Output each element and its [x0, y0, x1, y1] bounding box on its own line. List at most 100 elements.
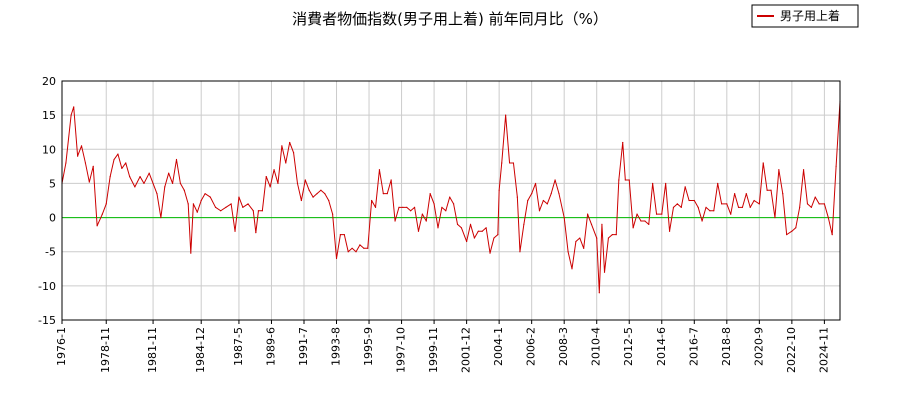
x-tick-label: 1981-11	[146, 327, 159, 373]
data-point	[192, 203, 194, 205]
chart-title: 消費者物価指数(男子用上着) 前年同月比（%）	[292, 10, 608, 28]
data-point	[304, 179, 306, 181]
data-point	[406, 206, 408, 208]
data-point	[196, 211, 198, 213]
x-tick-label: 1999-11	[427, 327, 440, 373]
data-point	[802, 169, 805, 171]
data-point	[456, 223, 459, 225]
x-tick-label: 1978-11	[99, 327, 112, 373]
data-point	[786, 234, 788, 236]
x-tick-label: 1984-12	[194, 327, 207, 373]
data-point	[795, 227, 797, 229]
data-point	[818, 203, 820, 205]
data-point	[753, 199, 755, 202]
data-point	[220, 210, 222, 212]
data-point	[644, 220, 646, 222]
data-point	[101, 213, 103, 215]
data-point	[164, 186, 166, 188]
data-point	[554, 179, 556, 181]
data-point	[324, 193, 326, 195]
data-point	[749, 206, 751, 208]
x-tick-label: 2006-2	[525, 327, 538, 366]
data-point	[378, 169, 381, 171]
data-point	[367, 247, 369, 249]
data-point	[737, 206, 740, 208]
data-point	[493, 237, 495, 239]
data-point	[273, 169, 275, 171]
data-point	[567, 251, 569, 253]
data-point	[363, 247, 365, 249]
data-point	[335, 257, 338, 260]
data-point	[721, 203, 723, 205]
data-point	[713, 210, 715, 212]
x-tick-label: 1989-6	[264, 327, 277, 366]
y-tick-label: 5	[49, 177, 56, 190]
data-point	[139, 176, 141, 178]
x-tick-label: 1995-9	[362, 327, 375, 366]
data-point	[328, 199, 330, 202]
data-point	[109, 176, 111, 178]
data-point	[265, 176, 267, 178]
data-point	[701, 220, 703, 222]
data-point	[741, 206, 744, 208]
data-point	[587, 213, 589, 215]
data-point	[583, 247, 585, 249]
x-axis-ticks: 1976-1 1978-11 1981-11 1984-12 1987-5 1989-6 1…	[55, 320, 830, 373]
data-point	[709, 210, 711, 212]
data-point	[234, 230, 236, 232]
data-point	[374, 206, 377, 208]
data-point	[148, 172, 150, 174]
data-point	[693, 199, 695, 202]
data-point	[96, 225, 98, 227]
data-point	[481, 230, 483, 232]
data-point	[204, 193, 206, 195]
data-point	[640, 220, 642, 222]
data-point	[355, 251, 357, 253]
data-point	[590, 223, 593, 225]
x-tick-label: 2001-12	[460, 327, 473, 373]
data-point	[661, 213, 663, 215]
x-tick-label: 2010-4	[590, 327, 603, 366]
data-point	[257, 210, 260, 212]
data-point	[705, 206, 707, 208]
data-point	[121, 167, 123, 170]
data-point	[519, 251, 521, 253]
series-layer	[61, 100, 841, 294]
data-point	[497, 234, 499, 236]
data-point	[770, 189, 772, 191]
data-point	[402, 206, 404, 208]
data-point	[160, 216, 162, 219]
data-point	[453, 203, 455, 205]
data-point	[618, 179, 620, 181]
data-point	[445, 210, 447, 212]
data-point	[636, 213, 638, 215]
data-point	[762, 162, 764, 164]
data-point	[546, 203, 548, 205]
data-point	[433, 203, 435, 205]
data-point	[347, 251, 349, 253]
data-point	[300, 199, 302, 202]
data-point	[466, 240, 468, 243]
legend: 男子用上着	[751, 4, 859, 28]
data-point	[292, 152, 295, 154]
data-point	[806, 203, 809, 205]
x-tick-label: 1976-1	[55, 327, 68, 366]
x-tick-label: 2018-8	[720, 327, 733, 366]
y-tick-label: 10	[42, 143, 56, 156]
y-tick-label: 0	[49, 212, 56, 225]
data-point	[351, 247, 353, 249]
data-point	[758, 203, 760, 205]
x-tick-label: 1997-10	[395, 327, 408, 373]
data-point	[187, 203, 189, 205]
plot-border	[61, 80, 841, 321]
data-point	[320, 189, 322, 191]
data-point	[281, 145, 283, 147]
data-point	[538, 210, 541, 212]
data-point	[676, 203, 678, 205]
data-point	[498, 189, 500, 191]
data-point	[655, 213, 658, 215]
data-point	[469, 223, 472, 225]
data-point	[70, 114, 72, 116]
data-point	[230, 203, 232, 205]
data-point	[672, 206, 675, 208]
